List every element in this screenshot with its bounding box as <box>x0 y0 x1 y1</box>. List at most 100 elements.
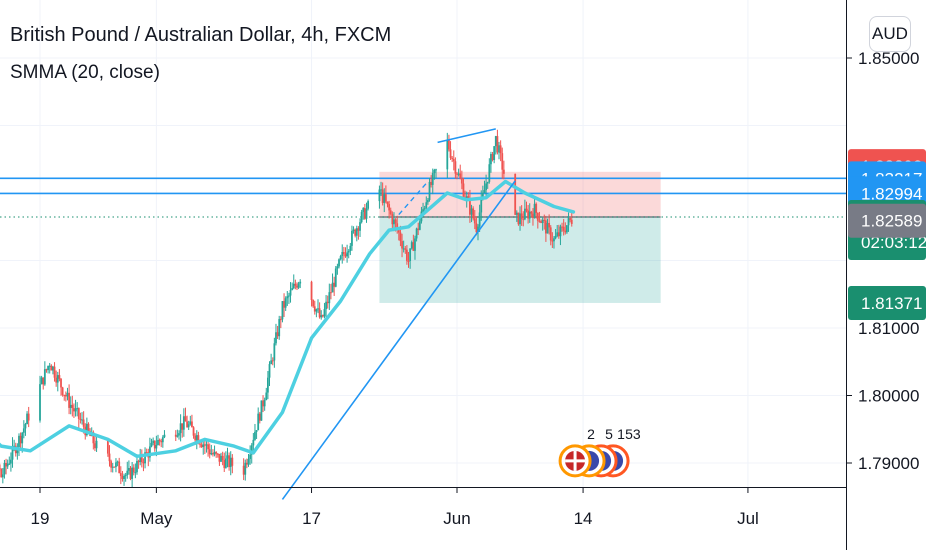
price-tag-value: 1.82994 <box>861 184 922 203</box>
candle-body <box>64 395 67 397</box>
candle-body <box>323 309 326 317</box>
candle-body <box>150 442 153 447</box>
currency-button[interactable]: AUD <box>869 16 911 52</box>
candle-body <box>296 285 298 288</box>
candle-body <box>530 211 533 214</box>
candle-body <box>139 454 142 463</box>
candle-body <box>431 173 434 185</box>
candle-body <box>254 431 256 440</box>
candle-body <box>56 375 59 383</box>
candle-body <box>538 220 541 222</box>
candle-body <box>161 437 164 443</box>
candle-body <box>108 453 111 462</box>
price-tag-background <box>848 285 926 320</box>
candle-body <box>47 366 49 371</box>
candle-body <box>189 421 192 425</box>
candle-body <box>11 445 14 460</box>
candle-body <box>116 461 119 463</box>
candle-body <box>551 240 554 242</box>
candle-body <box>220 455 222 462</box>
candle-body <box>283 301 285 308</box>
candle-body <box>270 360 273 365</box>
candle-body <box>480 198 483 213</box>
candle-body <box>383 194 386 203</box>
candle-body <box>407 260 410 262</box>
candle-body <box>380 189 382 191</box>
candle-body <box>250 445 253 455</box>
candle-body <box>493 146 496 160</box>
price-tag-background <box>848 203 926 238</box>
candle-body <box>55 377 58 383</box>
candle-body <box>129 468 132 479</box>
candle-body <box>205 444 208 446</box>
candle-body <box>393 219 395 225</box>
candle-body <box>384 194 387 202</box>
candle-body <box>452 158 455 162</box>
candle-body <box>462 183 465 198</box>
candle-body <box>123 475 125 479</box>
candle-body <box>113 466 116 468</box>
candle-body <box>536 212 539 221</box>
candle-body <box>115 462 117 468</box>
candle-body <box>541 219 544 224</box>
candle-body <box>433 169 436 174</box>
candle-body <box>0 468 3 478</box>
candle-body <box>121 476 124 479</box>
candle-body <box>153 440 156 449</box>
candle-body <box>363 207 366 219</box>
candle-body <box>179 423 182 434</box>
candle-body <box>460 178 463 184</box>
candle-body <box>473 218 476 224</box>
indicator-label[interactable]: SMMA (20, close) <box>10 62 160 83</box>
candle-body <box>417 228 420 230</box>
candle-body <box>5 462 7 467</box>
candle-body <box>427 200 429 203</box>
candle-body <box>527 210 530 219</box>
event-count-label: 53 <box>625 426 641 442</box>
x-tick-label: Jul <box>737 509 759 528</box>
candle-body <box>266 377 269 393</box>
candle-body <box>43 369 46 385</box>
x-tick-label: May <box>140 509 173 528</box>
candle-body <box>351 230 353 246</box>
candle-body <box>496 136 499 153</box>
candle-body <box>457 173 460 175</box>
candle-body <box>299 281 302 284</box>
y-tick-label-partial: 1.81000 <box>858 319 919 338</box>
candle-body <box>223 460 226 468</box>
candle-body <box>333 282 336 287</box>
candle-body <box>265 392 268 401</box>
candle-body <box>187 424 190 428</box>
candle-body <box>414 238 416 251</box>
price-tag-value: 1.82589 <box>861 212 922 231</box>
plot-background <box>0 0 846 487</box>
candle-body <box>76 408 79 410</box>
candle-body <box>221 455 224 461</box>
candle-body <box>549 227 552 241</box>
candle-body <box>92 432 95 444</box>
candle-body <box>13 445 16 447</box>
candle-body <box>467 196 470 199</box>
chart-title: British Pound / Australian Dollar, 4h, F… <box>10 24 392 46</box>
candle-body <box>152 440 155 443</box>
candle-body <box>279 319 282 321</box>
candle-body <box>519 213 521 225</box>
candle-body <box>87 423 90 432</box>
candle-body <box>82 419 85 427</box>
candle-body <box>397 229 400 233</box>
candle-body <box>58 375 61 379</box>
candle-body <box>79 418 82 420</box>
candle-body <box>199 443 201 445</box>
candle-body <box>341 251 344 257</box>
candle-body <box>315 309 318 312</box>
target-zone <box>379 216 661 303</box>
candle-body <box>186 421 188 428</box>
candle-body <box>48 365 51 367</box>
candle-body <box>149 446 151 458</box>
candle-body <box>499 145 502 154</box>
candle-body <box>312 300 315 307</box>
candle-body <box>184 416 187 422</box>
candle-body <box>362 207 365 212</box>
candle-body <box>26 413 28 425</box>
